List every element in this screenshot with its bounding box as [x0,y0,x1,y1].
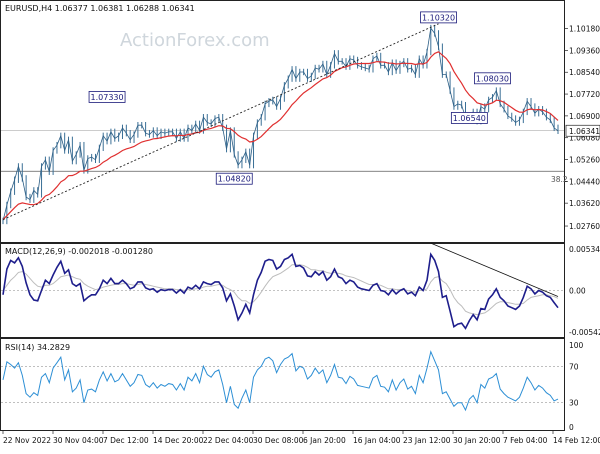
watermark: ActionForex.com [120,30,270,51]
y-tick-label: 1.02760 [569,222,600,231]
x-tick-label: 6 Jan 20:00 [303,436,346,445]
price-panel-frame [0,0,565,243]
grid-lines [1,130,564,404]
macd-trend-line [430,242,559,297]
y-tick-label: 1.09360 [569,46,600,55]
trend-line [2,23,439,221]
price-label: 1.04820 [215,172,253,185]
x-tick-label: 22 Dec 04:00 [203,436,254,445]
price-label: 1.06540 [450,112,488,124]
rsi-panel-frame [0,338,565,431]
fib-label: 38.2 [551,175,568,184]
y-tick-label: 1.06900 [569,112,600,121]
x-tick-label: 16 Jan 04:00 [353,436,401,445]
rsi-y-tick-label: 30 [569,399,579,408]
macd-y-tick-label: 0.00534 [569,245,600,254]
macd-y-tick-label: -0.005421 [569,328,600,337]
y-tick-label: 1.06080 [569,134,600,143]
rsi-y-tick-label: 100 [569,341,584,350]
macd-series [2,242,559,330]
y-tick-label: 1.10180 [569,25,600,34]
x-tick-label: 7 Feb 04:00 [503,436,548,445]
current-price-box [565,124,600,137]
macd-panel-frame [0,243,565,338]
axis-ticks: 1.10180 1.09360 1.08540 1.07720 1.06900 1.060… [2,25,600,445]
rsi-series [2,350,559,412]
macd-main-line [2,252,559,330]
price-label-text: 1.10320 [422,13,455,22]
x-tick-label: 14 Dec 20:00 [153,436,204,445]
x-tick-label: 7 Dec 12:00 [103,436,149,445]
x-tick-label: 14 Feb 12:00 [553,436,600,445]
x-tick-label: 30 Nov 04:00 [53,436,104,445]
price-label-text: 1.04820 [218,175,251,184]
price-label: 1.08030 [474,72,511,85]
y-tick-label: 1.07720 [569,90,600,99]
price-label: 1.07330 [88,91,126,103]
price-label: 1.10320 [420,11,457,24]
rsi-line [2,350,559,412]
rsi-y-tick-label: 0 [569,423,574,432]
rsi-y-tick-label: 70 [569,362,579,371]
y-tick-label: 1.05260 [569,156,600,165]
y-tick-label: 1.04440 [569,177,600,186]
x-tick-label: 22 Nov 2022 [3,436,51,445]
x-tick-label: 23 Jan 12:00 [403,436,451,445]
current-price-label: 1.06341 [569,127,600,136]
price-label-text: 1.06540 [453,114,486,123]
y-tick-label: 1.03620 [569,199,600,208]
macd-y-tick-label: 0.00 [569,287,586,296]
macd-signal-line [2,264,559,316]
x-tick-label: 30 Dec 08:00 [253,436,304,445]
price-series [2,23,559,225]
price-label-text: 1.08030 [476,74,509,83]
price-label-box [474,72,511,85]
price-label-box [420,11,457,24]
y-tick-label: 1.08540 [569,68,600,77]
macd-label: MACD(12,26,9) -0.002018 -0.001280 [5,247,153,256]
rsi-label: RSI(14) 34.2829 [5,343,70,352]
price-annotations: 1.07330 1.04820 1.10320 1.08030 1.06540 [88,11,511,185]
price-label-box [450,112,488,124]
price-label-box [215,172,253,185]
price-label-box [88,91,126,103]
x-tick-label: 30 Jan 20:00 [453,436,501,445]
moving-average-line [2,51,559,221]
price-label-text: 1.07330 [91,93,124,102]
chart-header: EURUSD,H4 1.06377 1.06381 1.06288 1.0634… [5,4,195,13]
